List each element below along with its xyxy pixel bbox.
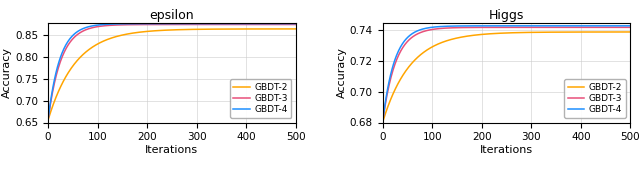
GBDT-4 [179, 23, 186, 25]
Legend: GBDT-2, GBDT-3, GBDT-4: GBDT-2, GBDT-3, GBDT-4 [230, 79, 291, 118]
GBDT-2 [248, 28, 255, 30]
Line: GBDT-2: GBDT-2 [383, 32, 630, 121]
GBDT-3 [582, 26, 589, 28]
Y-axis label: Accuracy: Accuracy [3, 47, 12, 98]
GBDT-4 [513, 25, 521, 27]
GBDT-4 [248, 23, 255, 25]
Line: GBDT-3: GBDT-3 [383, 27, 630, 119]
GBDT-4 [498, 25, 506, 27]
GBDT-2 [497, 32, 504, 34]
GBDT-4 [286, 23, 294, 25]
GBDT-3 [621, 26, 628, 28]
GBDT-3 [527, 26, 534, 28]
GBDT-4 [582, 25, 589, 27]
GBDT-4 [164, 23, 172, 25]
GBDT-4 [192, 23, 200, 25]
X-axis label: Iterations: Iterations [145, 145, 198, 155]
GBDT-2 [513, 32, 521, 34]
GBDT-3 [292, 23, 300, 26]
GBDT-2 [621, 31, 628, 33]
GBDT-4 [527, 25, 534, 27]
GBDT-3 [179, 23, 186, 26]
Y-axis label: Accuracy: Accuracy [337, 47, 347, 98]
GBDT-3 [497, 26, 504, 28]
GBDT-3 [498, 26, 506, 28]
Legend: GBDT-2, GBDT-3, GBDT-4: GBDT-2, GBDT-3, GBDT-4 [564, 79, 626, 118]
GBDT-4 [621, 25, 628, 27]
GBDT-3 [45, 116, 52, 118]
GBDT-4 [292, 23, 300, 25]
GBDT-3 [192, 23, 200, 26]
GBDT-2 [627, 31, 634, 33]
X-axis label: Iterations: Iterations [480, 145, 533, 155]
GBDT-2 [179, 29, 186, 31]
GBDT-4 [497, 25, 504, 27]
GBDT-4 [45, 115, 52, 117]
GBDT-2 [380, 120, 387, 122]
GBDT-2 [527, 31, 534, 33]
Line: GBDT-3: GBDT-3 [49, 25, 296, 117]
Line: GBDT-4: GBDT-4 [49, 24, 296, 116]
GBDT-2 [192, 28, 200, 30]
GBDT-2 [582, 31, 589, 33]
GBDT-2 [292, 28, 300, 30]
GBDT-3 [162, 23, 170, 26]
GBDT-3 [164, 23, 172, 26]
GBDT-2 [162, 29, 170, 31]
GBDT-2 [286, 28, 294, 30]
GBDT-4 [162, 23, 170, 25]
Title: epsilon: epsilon [150, 9, 194, 22]
GBDT-3 [627, 26, 634, 28]
Title: Higgs: Higgs [489, 9, 524, 22]
GBDT-2 [164, 29, 172, 31]
GBDT-3 [286, 23, 294, 26]
GBDT-2 [498, 32, 506, 34]
GBDT-3 [513, 26, 521, 28]
GBDT-4 [380, 117, 387, 120]
Line: GBDT-4: GBDT-4 [383, 26, 630, 118]
Line: GBDT-2: GBDT-2 [49, 29, 296, 119]
GBDT-3 [380, 118, 387, 120]
GBDT-2 [45, 118, 52, 120]
GBDT-3 [248, 23, 255, 26]
GBDT-4 [627, 25, 634, 27]
